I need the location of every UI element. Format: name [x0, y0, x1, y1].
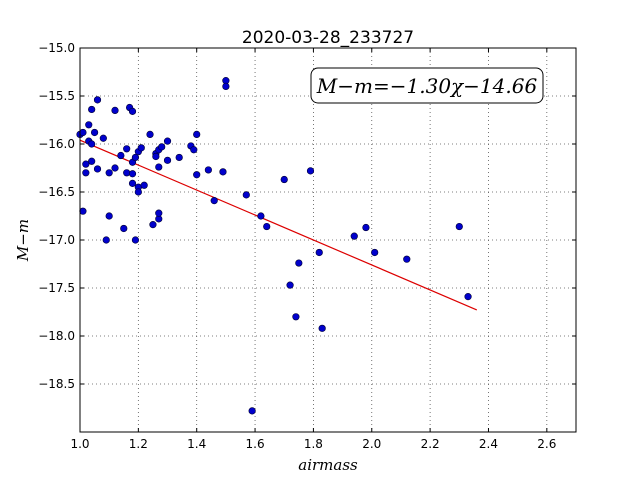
y-axis-label: M−m [14, 219, 32, 262]
data-point [193, 171, 201, 179]
data-point [111, 106, 119, 114]
data-point [128, 170, 137, 178]
data-point [82, 169, 90, 177]
data-point [257, 212, 265, 220]
x-tick-label: 2.2 [421, 437, 440, 451]
data-point [286, 281, 294, 289]
data-point [222, 82, 230, 90]
x-tick-label: 2.4 [479, 437, 498, 451]
data-point [280, 175, 288, 184]
data-point [242, 191, 250, 199]
y-axis-ticks: −15.0 −15.5 −16.0 −16.5 −17.0 −17.5 −18.0 −18.5 [38, 41, 576, 391]
data-point [93, 96, 102, 104]
y-tick-label: −16.0 [38, 137, 75, 151]
x-axis-ticks: 1.0 1.2 1.4 1.6 1.8 2.0 2.2 2.4 2.6 [70, 48, 556, 451]
data-point [193, 130, 201, 138]
data-point [88, 105, 96, 114]
data-point [105, 169, 113, 177]
y-tick-label: −16.5 [38, 185, 75, 199]
grid-lines [79, 47, 576, 432]
data-point [464, 293, 472, 301]
y-tick-label: −17.0 [38, 233, 75, 247]
data-point [79, 128, 87, 137]
data-point [120, 224, 128, 233]
data-point [371, 248, 379, 257]
data-point [350, 232, 358, 240]
data-point [318, 324, 326, 332]
data-point [190, 146, 198, 154]
data-point [117, 151, 125, 160]
data-point [82, 160, 90, 168]
data-point [146, 130, 154, 138]
y-tick-label: −15.0 [38, 41, 75, 55]
data-point [210, 197, 218, 205]
data-point [248, 407, 256, 415]
data-point [175, 153, 183, 162]
x-axis-label: airmass [298, 456, 358, 474]
fit-equation-label: M−m=−1.30χ−14.66 [316, 74, 538, 98]
data-point [123, 169, 131, 177]
data-point [403, 255, 411, 263]
data-point [137, 144, 145, 152]
data-point [79, 207, 87, 215]
x-tick-label: 1.4 [187, 437, 206, 451]
data-point [88, 157, 96, 165]
equation-box-frame [310, 67, 544, 104]
data-point [455, 222, 463, 231]
data-point [152, 152, 160, 161]
data-point [306, 167, 315, 175]
x-tick-label: 1.8 [304, 437, 323, 451]
data-point [315, 248, 323, 257]
data-point [163, 137, 172, 145]
x-tick-label: 2.6 [537, 437, 556, 451]
x-tick-label: 1.2 [129, 437, 148, 451]
fit-line [79, 139, 478, 311]
data-point [93, 165, 102, 173]
data-points [76, 77, 472, 415]
data-point [128, 107, 137, 115]
data-point [90, 128, 99, 137]
fit-equation-box: M−m=−1.30χ−14.66 [310, 67, 544, 104]
data-point [263, 222, 271, 231]
data-point [105, 212, 113, 220]
x-tick-label: 1.6 [246, 437, 265, 451]
x-tick-label: 1.0 [70, 437, 89, 451]
data-point [362, 223, 370, 232]
fit-line-group [79, 139, 478, 311]
data-point [149, 221, 157, 229]
data-point [131, 236, 140, 244]
data-point [158, 143, 166, 151]
y-tick-label: −18.5 [38, 377, 75, 391]
y-tick-label: −18.0 [38, 329, 75, 343]
y-tick-label: −15.5 [38, 89, 75, 103]
data-point [155, 209, 163, 217]
data-point [155, 163, 163, 171]
data-point [111, 164, 119, 172]
data-point [163, 156, 172, 164]
data-point [123, 145, 131, 153]
data-point [219, 168, 227, 176]
data-point [140, 181, 148, 189]
x-tick-label: 2.0 [362, 437, 381, 451]
data-point [204, 166, 212, 174]
chart-title: 2020-03-28_233727 [242, 28, 414, 48]
data-point [88, 140, 96, 148]
data-point [85, 121, 93, 129]
data-point [134, 188, 142, 196]
data-point [128, 179, 137, 187]
y-tick-label: −17.5 [38, 281, 75, 295]
data-point [131, 153, 140, 162]
data-point [295, 259, 303, 267]
data-point [292, 313, 300, 321]
data-point [99, 134, 107, 142]
data-point [102, 236, 110, 244]
